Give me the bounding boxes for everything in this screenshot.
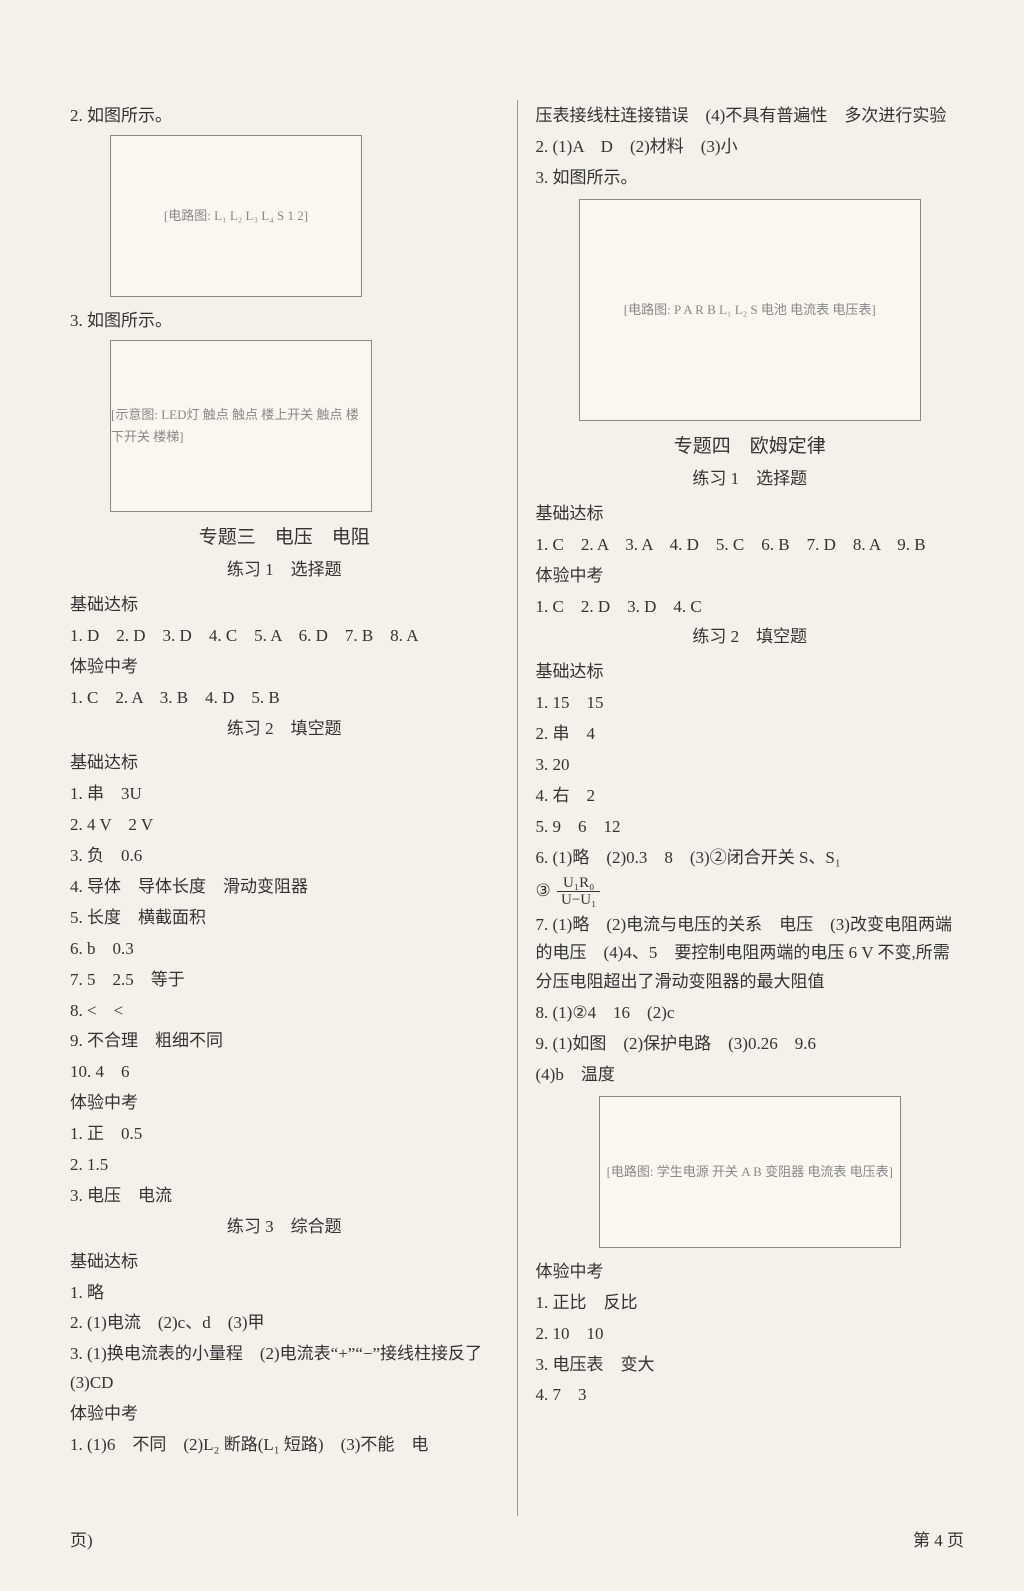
jichu-label: 基础达标 — [536, 658, 965, 687]
footer-left: 页) — [70, 1526, 93, 1551]
tiyan-label: 体验中考 — [70, 1089, 499, 1118]
jichu-label: 基础达标 — [70, 1248, 499, 1277]
answer-line: 1. C 2. A 3. B 4. D 5. B — [70, 684, 499, 713]
left-column: 2. 如图所示。 [电路图: L₁ L₂ L₃ L₄ S 1 2] 3. 如图所… — [70, 100, 499, 1516]
answer-line: 2. (1)A D (2)材料 (3)小 — [536, 133, 965, 162]
column-divider — [517, 100, 518, 1516]
answer-line: 9. 不合理 粗细不同 — [70, 1027, 499, 1056]
page-footer: 页) 第 4 页 — [70, 1516, 964, 1551]
answer-line: 5. 长度 横截面积 — [70, 904, 499, 933]
jichu-label: 基础达标 — [536, 500, 965, 529]
answer-line: 4. 导体 导体长度 滑动变阻器 — [70, 873, 499, 902]
fraction-numerator: U₁R₀ — [557, 875, 600, 893]
right-column: 压表接线柱连接错误 (4)不具有普遍性 多次进行实验 2. (1)A D (2)… — [536, 100, 965, 1516]
answer-line: 3. 电压 电流 — [70, 1182, 499, 1211]
fraction-denominator: U−U₁ — [557, 892, 600, 909]
answer-line: 1. 正比 反比 — [536, 1289, 965, 1318]
answer-line: 1. C 2. A 3. A 4. D 5. C 6. B 7. D 8. A … — [536, 531, 965, 560]
answer-line: 1. C 2. D 3. D 4. C — [536, 593, 965, 622]
answer-line: 3. 如图所示。 — [536, 164, 965, 193]
answer-line: 1. (1)6 不同 (2)L₂ 断路(L₁ 短路) (3)不能 电 — [70, 1431, 499, 1460]
answer-line: 2. (1)电流 (2)c、d (3)甲 — [70, 1309, 499, 1338]
exercise-3-title: 练习 3 综合题 — [70, 1213, 499, 1242]
answer-line: 4. 7 3 — [536, 1381, 965, 1410]
exercise-1-title: 练习 1 选择题 — [70, 556, 499, 585]
answer-line: 1. 正 0.5 — [70, 1120, 499, 1149]
exercise-2-title: 练习 2 填空题 — [70, 715, 499, 744]
topic-4-title: 专题四 欧姆定律 — [536, 431, 965, 463]
answer-line: 2. 4 V 2 V — [70, 811, 499, 840]
answer-line: 10. 4 6 — [70, 1058, 499, 1087]
answer-line: 3. (1)换电流表的小量程 (2)电流表“+”“−”接线柱接反了 (3)CD — [70, 1340, 499, 1398]
exercise-2-title: 练习 2 填空题 — [536, 623, 965, 652]
tiyan-label: 体验中考 — [70, 653, 499, 682]
answer-line: 2. 10 10 — [536, 1320, 965, 1349]
figure-circuit-1: [电路图: L₁ L₂ L₃ L₄ S 1 2] — [110, 135, 362, 297]
answer-line: 1. 串 3U — [70, 780, 499, 809]
q2-label: 2. 如图所示。 — [70, 102, 499, 131]
answer-line: 8. (1)②4 16 (2)c — [536, 999, 965, 1028]
answer-line: 压表接线柱连接错误 (4)不具有普遍性 多次进行实验 — [536, 102, 965, 131]
answer-line: 6. b 0.3 — [70, 935, 499, 964]
footer-right: 第 4 页 — [913, 1526, 964, 1551]
answer-line: 1. 略 — [70, 1279, 499, 1308]
answer-line: 4. 右 2 — [536, 782, 965, 811]
answer-line: 7. (1)略 (2)电流与电压的关系 电压 (3)改变电阻两端的电压 (4)4… — [536, 911, 965, 998]
answer-line: 7. 5 2.5 等于 — [70, 966, 499, 995]
exercise-1-title: 练习 1 选择题 — [536, 465, 965, 494]
fraction: U₁R₀ U−U₁ — [557, 875, 600, 909]
answer-line: 2. 1.5 — [70, 1151, 499, 1180]
answer-line: 6. (1)略 (2)0.3 8 (3)②闭合开关 S、S₁ — [536, 844, 965, 873]
tiyan-label: 体验中考 — [70, 1400, 499, 1429]
figure-stair-switch: [示意图: LED灯 触点 触点 楼上开关 触点 楼下开关 楼梯] — [110, 340, 372, 512]
answer-line: 1. D 2. D 3. D 4. C 5. A 6. D 7. B 8. A — [70, 622, 499, 651]
answer-line: 9. (1)如图 (2)保护电路 (3)0.26 9.6 — [536, 1030, 965, 1059]
answer-line: 1. 15 15 — [536, 689, 965, 718]
tiyan-label: 体验中考 — [536, 562, 965, 591]
answer-line: 3. 电压表 变大 — [536, 1351, 965, 1380]
answer-line: 3. 20 — [536, 751, 965, 780]
answer-line: 3. 负 0.6 — [70, 842, 499, 871]
answer-line: 2. 串 4 — [536, 720, 965, 749]
jichu-label: 基础达标 — [70, 749, 499, 778]
figure-circuit-3: [电路图: P A R B L₁ L₂ S 电池 电流表 电压表] — [579, 199, 921, 421]
answer-line: 5. 9 6 12 — [536, 813, 965, 842]
answer-line: 8. < < — [70, 997, 499, 1026]
q3-label: 3. 如图所示。 — [70, 307, 499, 336]
jichu-label: 基础达标 — [70, 591, 499, 620]
tiyan-label: 体验中考 — [536, 1258, 965, 1287]
topic-3-title: 专题三 电压 电阻 — [70, 522, 499, 554]
answer-line: (4)b 温度 — [536, 1061, 965, 1090]
answer-line-frac: ③ U₁R₀ U−U₁ — [536, 875, 965, 909]
frac-prefix: ③ — [536, 880, 551, 899]
figure-circuit-4: [电路图: 学生电源 开关 A B 变阻器 电流表 电压表] — [599, 1096, 901, 1248]
